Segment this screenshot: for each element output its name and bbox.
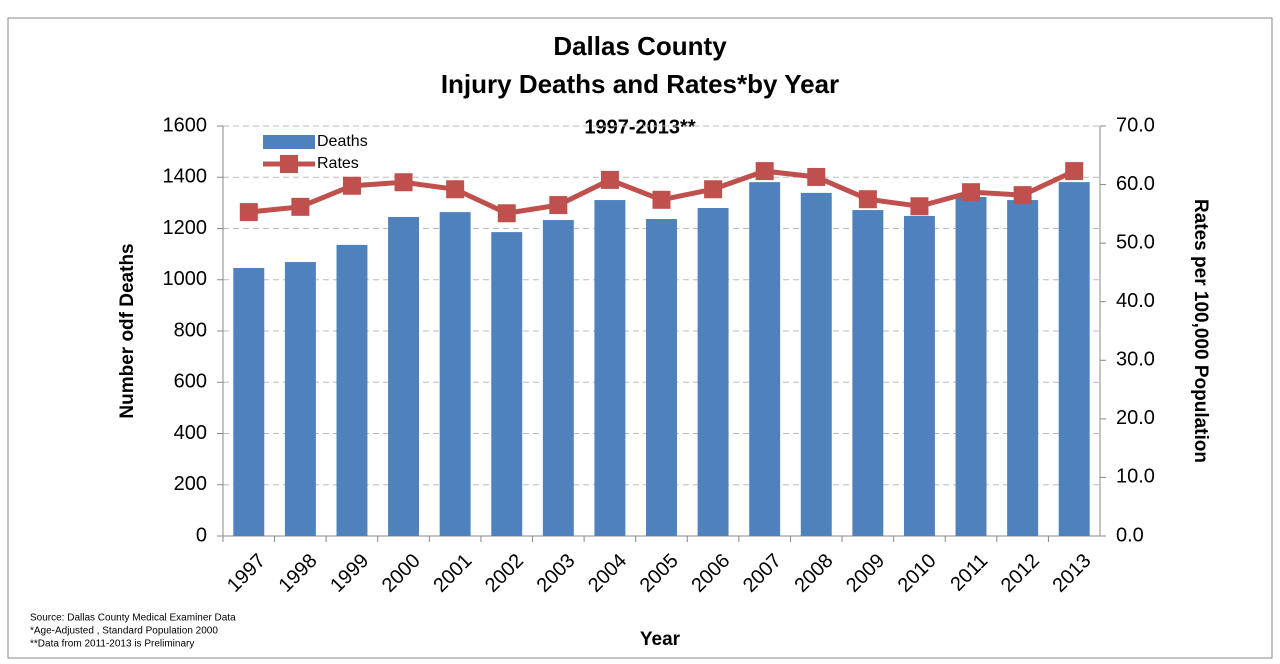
bar	[233, 267, 265, 536]
y-tick-label: 800	[174, 319, 207, 341]
bar	[749, 182, 781, 536]
y2-axis-label: Rates per 100,000 Population	[1190, 199, 1211, 463]
marker	[549, 196, 568, 215]
chart-subtitle: 1997-2013**	[584, 116, 695, 138]
note: Source: Dallas County Medical Examiner D…	[30, 613, 236, 624]
bar	[955, 196, 987, 536]
bar	[903, 215, 935, 536]
bar	[388, 216, 420, 536]
note: *Age-Adjusted , Standard Population 2000	[30, 626, 218, 637]
y2-tick-label: 0.0	[1116, 524, 1144, 546]
y-axis-label: Number odf Deaths	[117, 243, 138, 418]
y-tick-label: 400	[174, 422, 207, 444]
bar	[1007, 200, 1039, 536]
bar	[284, 262, 316, 536]
y-tick-label: 1600	[163, 114, 208, 136]
y-tick-label: 200	[174, 473, 207, 495]
bar	[594, 200, 626, 536]
y2-tick-label: 70.0	[1116, 114, 1155, 136]
marker	[807, 167, 826, 186]
marker	[1065, 162, 1084, 181]
bar	[800, 192, 832, 536]
marker	[342, 176, 361, 195]
bar	[1058, 182, 1090, 536]
legend-label: Rates	[317, 155, 359, 172]
y-tick-label: 1000	[163, 268, 208, 290]
y-tick-label: 600	[174, 371, 207, 393]
marker	[394, 173, 413, 192]
marker	[910, 197, 929, 216]
marker	[704, 180, 723, 199]
y2-tick-label: 60.0	[1116, 173, 1155, 195]
marker	[962, 183, 981, 202]
marker	[652, 190, 671, 209]
marker	[755, 162, 774, 181]
legend-label: Deaths	[317, 133, 368, 150]
legend-swatch	[280, 155, 298, 173]
y2-tick-label: 20.0	[1116, 407, 1155, 429]
y-tick-label: 1200	[163, 217, 208, 239]
marker	[858, 190, 877, 209]
bar	[852, 210, 884, 537]
x-axis-label: Year	[640, 629, 681, 650]
marker	[291, 197, 310, 216]
bar	[336, 244, 368, 536]
marker	[497, 204, 516, 223]
chart-title: Injury Deaths and Rates*by Year	[441, 69, 839, 99]
marker	[446, 180, 465, 199]
y2-tick-label: 30.0	[1116, 349, 1155, 371]
y2-tick-label: 10.0	[1116, 466, 1155, 488]
legend-swatch	[263, 135, 315, 149]
bar	[491, 232, 523, 536]
y-tick-label: 1400	[163, 166, 208, 188]
bar	[542, 220, 574, 536]
bar	[646, 219, 677, 537]
marker	[1013, 186, 1032, 205]
y-tick-label: 0	[196, 524, 207, 546]
y2-tick-label: 50.0	[1116, 231, 1155, 253]
note: **Data from 2011-2013 is Preliminary	[30, 639, 194, 650]
bar	[439, 212, 471, 536]
bar	[697, 208, 729, 536]
chart-title: Dallas County	[553, 31, 727, 61]
y2-tick-label: 40.0	[1116, 290, 1155, 312]
marker	[239, 203, 258, 222]
marker	[600, 170, 619, 189]
